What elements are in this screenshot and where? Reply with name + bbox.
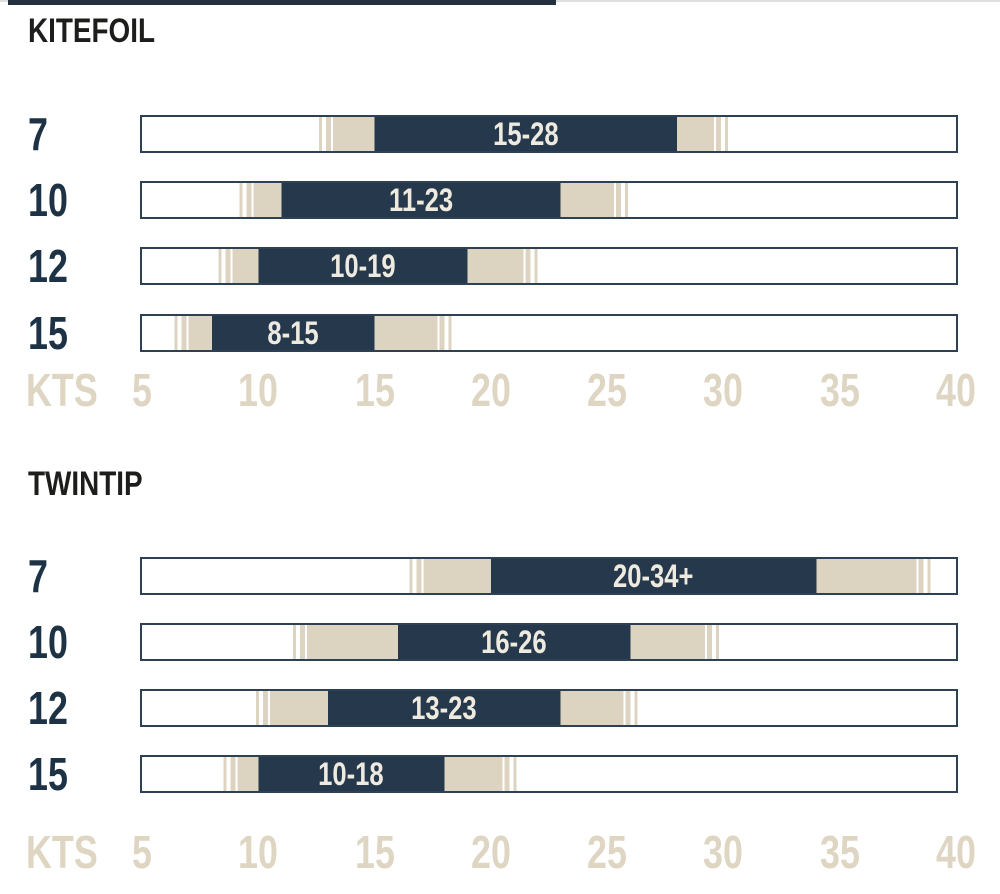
ideal-range: 16-26: [398, 625, 631, 659]
axis-unit-label: KTS: [26, 364, 98, 416]
ideal-range: 20-34+: [491, 559, 817, 593]
axis-tick: 20: [470, 364, 511, 416]
axis-tick: 5: [132, 826, 152, 878]
range-label: 20-34+: [613, 558, 694, 594]
axis-tick: 35: [819, 826, 860, 878]
kite-size-label: 10: [28, 616, 68, 668]
axis-tick: 5: [132, 364, 152, 416]
wind-range-bar: 13-23: [140, 689, 958, 727]
axis-tick: 40: [936, 364, 976, 416]
ideal-range: 10-19: [258, 249, 467, 283]
wind-range-bar: 16-26: [140, 623, 958, 661]
top-divider-dark: [8, 0, 556, 5]
wind-range-bar: 15-28: [140, 115, 958, 153]
axis-tick: 30: [703, 364, 744, 416]
axis-tick: 25: [587, 826, 628, 878]
kite-size-label: 15: [28, 748, 68, 800]
range-label: 15-28: [492, 116, 559, 152]
ideal-range: 15-28: [375, 117, 677, 151]
axis-tick: 10: [238, 826, 279, 878]
range-label: 8-15: [267, 315, 319, 351]
axis-tick: 25: [587, 364, 628, 416]
range-label: 13-23: [411, 690, 478, 726]
axis-unit-label: KTS: [26, 826, 98, 878]
kite-size-label: 12: [28, 240, 68, 292]
wind-range-bar: 11-23: [140, 181, 958, 219]
axis-tick: 30: [703, 826, 744, 878]
range-label: 10-19: [330, 248, 396, 284]
kite-size-label: 7: [28, 550, 48, 602]
wind-range-bar: 20-34+: [140, 557, 958, 595]
range-label: 11-23: [389, 182, 454, 218]
axis-tick: 20: [470, 826, 511, 878]
kite-size-label: 10: [28, 174, 68, 226]
axis-tick: 15: [354, 826, 395, 878]
axis-tick: 10: [238, 364, 279, 416]
wind-range-bar: 10-18: [140, 755, 958, 793]
ideal-range: 11-23: [282, 183, 561, 217]
wind-range-bar: 10-19: [140, 247, 958, 285]
ideal-range: 10-18: [258, 757, 444, 791]
axis-tick: 15: [354, 364, 395, 416]
kite-size-label: 12: [28, 682, 68, 734]
axis-tick: 35: [819, 364, 860, 416]
section-title-kitefoil: KITEFOIL: [28, 12, 156, 50]
kite-size-label: 7: [28, 108, 48, 160]
kite-size-label: 15: [28, 307, 68, 359]
wind-range-bar: 8-15: [140, 314, 958, 352]
range-label: 10-18: [318, 756, 385, 792]
axis-tick: 40: [936, 826, 976, 878]
ideal-range: 13-23: [328, 691, 561, 725]
section-title-twintip: TWINTIP: [28, 465, 143, 503]
ideal-range: 8-15: [212, 316, 375, 350]
range-label: 16-26: [481, 624, 547, 660]
